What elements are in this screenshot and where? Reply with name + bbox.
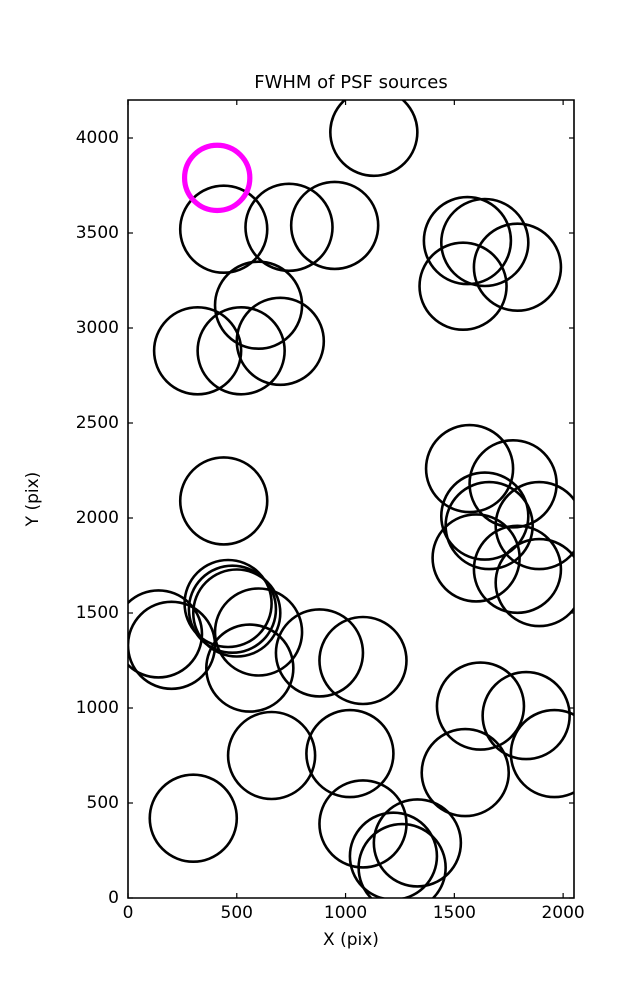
axes-layer: 0 500 1000 1500 2000 0 500 1000 1500 2000 2500 3000…	[76, 99, 585, 923]
psf-source-circle	[422, 195, 513, 286]
psf-source-circle	[187, 564, 278, 655]
psf-source-circle	[128, 600, 217, 691]
psf-source-circle	[213, 587, 304, 677]
psf-source-circle	[235, 296, 326, 387]
psf-source-circle	[509, 708, 574, 799]
x-tick-label: 0	[123, 903, 134, 923]
psf-source-circle	[128, 589, 204, 679]
psf-source-circle	[318, 615, 408, 706]
x-tick-label: 2000	[541, 903, 584, 923]
selected-psf-source-circle	[181, 142, 253, 214]
psf-source-circle	[244, 182, 334, 273]
psf-source-circle	[196, 305, 286, 396]
psf-source-circle	[152, 305, 243, 396]
psf-source-circle	[494, 537, 574, 628]
psf-source-circle	[372, 798, 463, 888]
psf-source-circle	[472, 222, 563, 313]
psf-source-circle	[357, 822, 447, 898]
psf-source-circle	[348, 811, 439, 898]
psf-circles-layer	[128, 100, 574, 898]
psf-source-circle	[424, 423, 515, 514]
psf-source-circle	[178, 184, 269, 275]
y-axis-label: Y (pix)	[23, 472, 43, 528]
y-tick-label: 3000	[76, 318, 119, 338]
y-tick-label: 0	[108, 888, 119, 908]
y-tick-label: 1500	[76, 603, 119, 623]
y-tick-label: 2000	[76, 508, 119, 528]
psf-source-circle	[289, 180, 380, 271]
y-tick-label: 3500	[76, 223, 119, 243]
x-tick-label: 500	[221, 903, 253, 923]
psf-source-circle	[481, 670, 571, 761]
psf-source-circle	[178, 456, 269, 546]
psf-source-circle	[213, 260, 304, 351]
psf-source-circle	[420, 727, 511, 818]
psf-source-circle	[205, 623, 295, 713]
psf-source-circle	[494, 480, 574, 571]
psf-source-circle	[191, 568, 282, 658]
y-tick-label: 2500	[76, 413, 119, 433]
x-tick-label: 1000	[324, 903, 367, 923]
psf-source-circle	[418, 241, 508, 332]
psf-source-circle	[226, 710, 317, 801]
psf-source-circle	[439, 471, 530, 561]
plot-title: FWHM of PSF sources	[254, 72, 448, 93]
psf-source-circle	[148, 773, 239, 864]
y-tick-label: 500	[87, 793, 119, 813]
x-tick-label: 1500	[433, 903, 476, 923]
x-axis-label: X (pix)	[323, 930, 379, 950]
y-tick-label: 4000	[76, 128, 119, 148]
psf-source-circle	[435, 661, 526, 751]
y-tick-label: 1000	[76, 698, 119, 718]
psf-source-circle	[468, 438, 558, 529]
psf-source-circle	[329, 100, 419, 178]
psf-source-circle	[305, 708, 395, 799]
psf-source-circle	[439, 197, 530, 288]
psf-source-circle	[431, 513, 521, 603]
psf-source-circle	[472, 524, 563, 615]
psf-source-circle	[274, 608, 365, 698]
